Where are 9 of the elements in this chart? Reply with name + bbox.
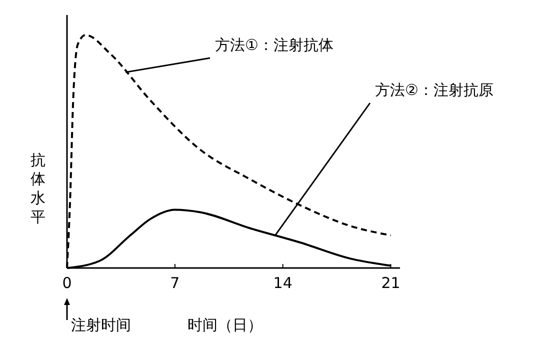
text: 注射时间 xyxy=(71,316,131,334)
x-tick-label: 0 xyxy=(62,274,72,292)
x-axis-title: 时间（日） xyxy=(188,316,262,334)
x-tick-label: 7 xyxy=(170,274,180,292)
y-axis-title: 抗体水平 xyxy=(30,151,46,226)
annotation: 方法①：注射抗体 xyxy=(215,36,334,54)
annotation: 方法②：注射抗原 xyxy=(375,81,494,99)
x-tick-label: 21 xyxy=(381,274,400,292)
x-tick-label: 14 xyxy=(273,274,292,292)
